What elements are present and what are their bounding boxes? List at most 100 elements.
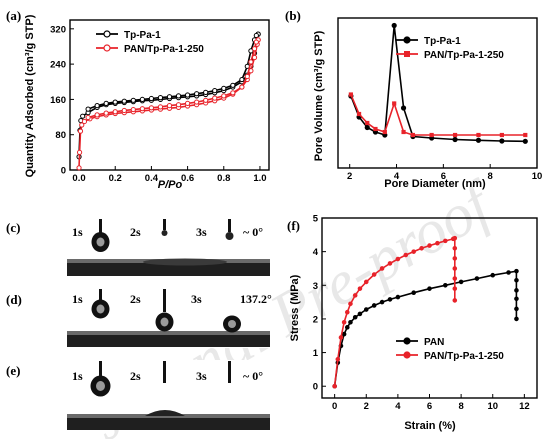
panel-a-legend-marker xyxy=(103,44,111,52)
panel-f-series-1-point xyxy=(341,319,347,325)
panel-b-series-1-point xyxy=(382,129,387,135)
panel-c-droplet-2s xyxy=(161,230,168,236)
panel-f-series-1-point xyxy=(419,245,424,251)
panel-a-series-1-desorption-point xyxy=(166,102,173,109)
panel-f-series-1-point xyxy=(395,256,401,262)
panel-f-legend-marker xyxy=(403,351,411,359)
panel-a-series-1-desorption-point xyxy=(148,105,155,111)
panel-f-y-tick-label: 4 xyxy=(313,247,319,258)
panel-a-series-0-desorption-point xyxy=(175,93,182,99)
panel-a-series-0-desorption-point xyxy=(253,32,259,39)
panel-f-series-0-point xyxy=(443,282,448,288)
panel-f-series-0-point xyxy=(427,286,432,291)
panel-e-droplet-1s-highlight xyxy=(96,381,105,391)
panel-f-series-0-point xyxy=(363,307,369,312)
panel-a-x-tick-label: 0.0 xyxy=(72,173,85,184)
panel-c-needle-3s xyxy=(228,219,231,232)
panel-a-series-0-desorption-point xyxy=(203,89,209,95)
panel-f-series-1-point xyxy=(403,252,409,258)
panel-f-series-1-point xyxy=(452,276,458,281)
panel-f-x-axis-label: Strain (%) xyxy=(404,420,456,432)
panel-a-series-1-adsorption-point xyxy=(76,149,83,155)
panel-f-series-1-point xyxy=(363,279,369,285)
panel-b-pore-size-chart: (b) 2 4 6 8 10 Tp-Pa-1 PAN/Tp-Pa-1-250 Pore D… xyxy=(285,8,542,190)
panel-f-x-tick-label: 6 xyxy=(427,401,432,412)
panel-b-series-0-point xyxy=(364,124,370,131)
panel-a-series-1-desorption-point xyxy=(85,114,91,121)
panel-f-series-1-point xyxy=(452,245,458,251)
panel-b-legend-marker xyxy=(404,51,410,57)
panel-e-contact-angle-photo: (e) 1s 2s 3s ~ 0° xyxy=(6,360,270,430)
panel-a-series-1-desorption-point xyxy=(221,93,227,99)
panel-a-legend-label: Tp-Pa-1 xyxy=(124,30,161,41)
panel-a-series-0-desorption-point xyxy=(194,91,200,97)
panel-a-series-0-desorption-point xyxy=(184,92,191,98)
panel-a-plot-frame xyxy=(69,19,270,171)
panel-f-series-0-point xyxy=(348,319,353,325)
panel-f-x-tick-label: 8 xyxy=(458,401,463,412)
panel-b-series-1-point xyxy=(429,132,434,138)
panel-f-x-tick-label: 4 xyxy=(395,401,401,412)
panel-d-needle-1s xyxy=(99,289,102,301)
panel-a-series-1-desorption-point xyxy=(157,104,164,110)
panel-a-series-1-desorption-point xyxy=(194,99,200,105)
panel-b-x-tick-label: 8 xyxy=(488,171,493,182)
panel-f-y-tick-label: 5 xyxy=(313,214,319,225)
panel-b-x-tick-label: 2 xyxy=(347,171,352,182)
panel-f-series-0-point xyxy=(379,299,385,305)
panel-d-time-2: 2s xyxy=(130,292,141,306)
panel-f-series-1-point xyxy=(452,256,458,261)
panel-f-series-0-point xyxy=(458,279,464,285)
panel-a-x-tick-label: 0.4 xyxy=(145,173,159,184)
panel-b-x-axis-label: Pore Diameter (nm) xyxy=(384,178,486,190)
panel-a-series-0-desorption-point xyxy=(166,94,173,100)
panel-f-series-0-point xyxy=(514,306,519,312)
panel-a-series-1-desorption-point xyxy=(175,102,182,108)
panel-a-series-1-desorption-point xyxy=(230,90,236,96)
panel-b-series-1-point xyxy=(348,92,353,97)
panel-f-series-1-point xyxy=(338,335,344,340)
panel-a-x-tick-label: 0.6 xyxy=(181,173,194,184)
panel-d-substrate-edge xyxy=(67,331,270,335)
panel-b-series-1-point xyxy=(373,126,378,132)
panel-a-series-0-desorption-point xyxy=(112,99,118,105)
panel-a-legend-label: PAN/Tp-Pa-1-250 xyxy=(124,44,204,55)
panel-b-plot-frame xyxy=(337,17,538,169)
panel-f-series-0-point xyxy=(490,272,496,278)
panel-b-series-1-point xyxy=(392,101,397,106)
panel-e-time-3: 3s xyxy=(196,369,207,383)
panel-a-series-0-desorption-point xyxy=(157,95,164,101)
panel-f-y-tick-label: 1 xyxy=(313,348,319,359)
panel-d-label: (d) xyxy=(6,292,22,307)
panel-b-series-0-point xyxy=(400,105,407,111)
panel-a-series-0-adsorption-point xyxy=(80,113,86,119)
panel-c-contact-angle-photo: (c) 1s 2s 3s ~ 0° xyxy=(6,217,270,277)
panel-e-needle-3s xyxy=(228,361,231,383)
panel-f-series-1-point xyxy=(371,272,377,277)
panel-f-series-1-point xyxy=(452,266,458,271)
panel-a-series-1-desorption-point xyxy=(103,110,109,116)
panel-a-series-0-desorption-point xyxy=(221,85,227,91)
panel-d-droplet-3s-highlight xyxy=(228,320,236,328)
panel-f-legend-marker xyxy=(403,337,411,345)
panel-f-x-tick-label: 10 xyxy=(487,401,498,412)
panel-a-series-0-desorption-point xyxy=(230,82,236,88)
panel-a-y-tick-label: 320 xyxy=(50,24,66,35)
panel-e-time-2: 2s xyxy=(130,369,141,383)
panel-a-series-1-desorption-point xyxy=(239,84,245,90)
panel-f-series-0-point xyxy=(344,325,350,330)
panel-f-y-tick-label: 2 xyxy=(313,314,318,325)
panel-b-x-tick-label: 6 xyxy=(441,171,446,182)
panel-a-series-0-desorption-point xyxy=(212,87,218,94)
panel-a-series-1-desorption-point xyxy=(130,106,136,113)
panel-f-series-1-point xyxy=(352,293,358,298)
panel-a-label: (a) xyxy=(6,8,21,23)
panel-a-y-tick-label: 0 xyxy=(61,166,66,177)
panel-d-time-1: 1s xyxy=(72,292,83,306)
panel-a-series-1-adsorption-point xyxy=(79,122,85,128)
panel-c-needle-2s xyxy=(163,219,166,230)
panel-c-time-3: 3s xyxy=(196,225,207,239)
panel-f-y-axis-label: Stress (MPa) xyxy=(289,274,301,341)
panel-e-label: (e) xyxy=(6,363,20,378)
panel-a-series-1-desorption-point xyxy=(112,109,118,115)
